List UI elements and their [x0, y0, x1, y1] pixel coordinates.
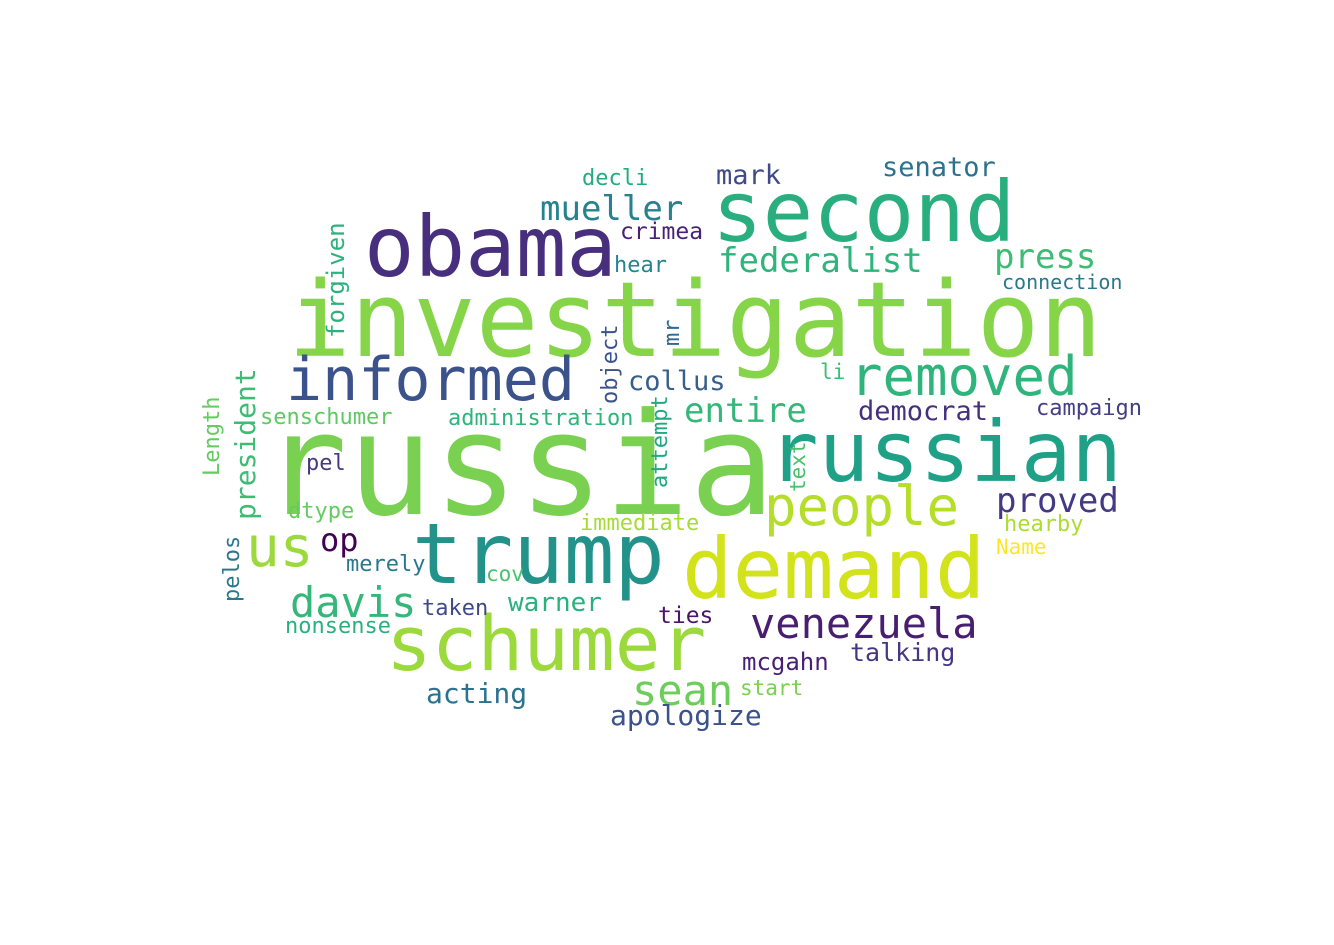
word-ties: ties [658, 603, 714, 629]
word-taken: taken [422, 596, 489, 621]
word-president: president [229, 368, 262, 520]
word-informed: informed [286, 345, 575, 415]
word-sean: sean [632, 666, 734, 715]
word-campaign: campaign [1036, 396, 1142, 421]
word-forgiven: forgiven [322, 222, 350, 338]
word-op: op [320, 521, 359, 559]
word-pel: pel [306, 451, 346, 476]
word-entire: entire [684, 391, 807, 431]
word-second: second [712, 163, 1016, 261]
word-immediate: immediate [580, 511, 700, 536]
word-acting: acting [426, 677, 528, 710]
word-li: li [820, 360, 846, 384]
word-connection: connection [1002, 270, 1123, 294]
word-russian: russian [768, 403, 1123, 501]
word-proved: proved [996, 481, 1119, 521]
word-decli: decli [582, 166, 649, 191]
word-mr: mr [660, 319, 685, 347]
word-hearby: hearby [1004, 512, 1084, 537]
word-senschumer: senschumer [260, 405, 393, 430]
word-hear: hear [614, 253, 667, 278]
word-mcgahn: mcgahn [742, 648, 829, 676]
word-us: us [246, 515, 314, 580]
word-russia: russia [262, 383, 775, 548]
word-name: Name [996, 535, 1047, 559]
word-cov: cov [486, 562, 524, 586]
word-people: people [764, 475, 960, 538]
word-nonsense: nonsense [285, 614, 391, 639]
word-democrat: democrat [858, 396, 989, 427]
word-schumer: schumer [386, 599, 707, 688]
word-collus: collus [628, 366, 726, 397]
word-venezuela: venezuela [750, 599, 978, 648]
word-length: Length [200, 396, 225, 476]
word-pelos: pelos [220, 535, 245, 602]
word-merely: merely [346, 552, 426, 577]
word-start: start [740, 676, 804, 700]
word-press: press [994, 237, 1097, 277]
word-obama: obama [364, 198, 617, 296]
word-text: text [786, 441, 810, 492]
word-dtype: dtype [288, 499, 355, 524]
word-mueller: mueller [540, 189, 684, 229]
word-federalist: federalist [718, 241, 923, 281]
word-object: object [598, 324, 623, 404]
word-investigation: investigation [288, 259, 1102, 381]
word-apologize: apologize [610, 699, 762, 732]
word-warner: warner [508, 588, 602, 618]
word-mark: mark [716, 160, 782, 191]
word-demand: demand [682, 520, 986, 618]
word-davis: davis [290, 578, 417, 627]
word-talking: talking [850, 638, 956, 667]
word-removed: removed [850, 345, 1078, 408]
word-senator: senator [882, 152, 996, 183]
word-attempt: attempt [648, 395, 673, 488]
word-crimea: crimea [620, 219, 704, 245]
word-trump: trump [412, 505, 665, 603]
word-administration: administration [448, 406, 634, 431]
